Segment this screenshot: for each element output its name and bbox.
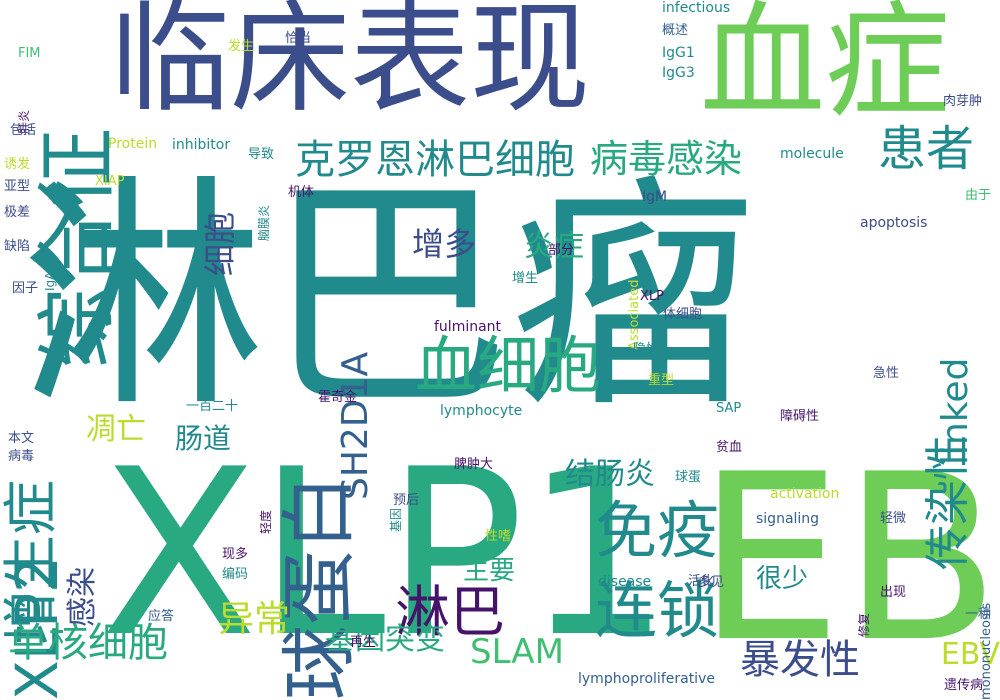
cloud-word: 单核细胞 [8,620,168,666]
cloud-word: 脑膜炎 [257,204,271,241]
cloud-word: 连锁 [595,574,720,647]
cloud-word: 病毒 [8,449,35,464]
cloud-word: 轻微 [880,511,907,526]
cloud-word: apoptosis [860,215,928,231]
cloud-word: SLAM [470,632,564,672]
cloud-word: 出现 [880,585,907,600]
cloud-word: 凋亡 [86,412,146,447]
cloud-word: 亚型 [4,179,31,194]
cloud-word: 炎症 [524,229,584,264]
cloud-word: 缺陷 [4,239,31,254]
cloud-word: 感染 [65,567,100,627]
cloud-word: IgG3 [662,65,695,81]
cloud-word: 基因 [389,507,403,532]
cloud-word: 因子 [12,281,39,296]
cloud-word: infectious [662,0,731,16]
cloud-word: molecule [780,146,844,162]
cloud-word: 血症 [700,0,950,135]
cloud-word: 恰当 [285,31,312,46]
cloud-word: linked [935,357,976,465]
cloud-word: 现多 [222,547,249,562]
cloud-word: 患者 [878,121,975,177]
cloud-word: 机体 [288,185,315,200]
cloud-word: 脾肿大 [454,457,494,472]
cloud-word: 体细胞 [663,307,703,322]
cloud-word: 部分 [548,243,575,258]
cloud-word: 贫血 [716,440,743,455]
cloud-word: 增生 [512,271,539,286]
cloud-word: 概述 [662,23,689,38]
cloud-word: XLP1 [100,421,671,688]
cloud-word: 血细胞 [415,329,602,402]
cloud-word: 本文 [8,431,35,446]
cloud-word: 重型 [648,373,675,388]
cloud-word: 结肠炎 [565,457,655,492]
cloud-word: XLP [640,289,664,304]
cloud-word: EB [696,426,1000,693]
cloud-word: 轻度 [259,509,273,534]
cloud-word: 修复 [857,612,871,637]
cloud-word: disease [598,574,652,590]
cloud-word: inhibitor [172,137,231,153]
cloud-word: 一百二十 [186,399,239,414]
cloud-word: 障碍性 [780,409,820,424]
cloud-word: lymphocyte [440,403,523,419]
cloud-word: lymphoproliferative [578,671,715,687]
cloud-word: FIM [18,46,41,61]
cloud-word: 霍奇金 [318,390,358,405]
cloud-word: 临床表现 [110,0,590,129]
cloud-word: SAP [716,401,742,416]
cloud-word: 性嗜 [485,529,512,544]
cloud-word: 淋巴 [395,580,506,644]
cloud-word: 球蛋 [675,470,702,485]
cloud-word: 病毒感染 [590,137,743,181]
cloud-word: XIAP [95,174,125,189]
cloud-word: 一种 [965,607,992,622]
cloud-word: Protein [108,136,158,152]
cloud-word: 很少 [756,564,809,594]
cloud-word: signaling [756,511,820,527]
cloud-word: 极差 [4,205,31,220]
cloud-word: 免疫 [595,494,720,567]
cloud-word: 主要 [463,556,516,586]
cloud-word: SH2D1A [335,351,376,500]
cloud-word: 诱发 [4,157,31,172]
cloud-word: 细胞 [201,211,239,276]
cloud-word: IgG1 [662,45,695,61]
cloud-word: activation [770,486,840,502]
cloud-word: 由于 [965,188,992,203]
cloud-word: 预后 [393,493,420,508]
cloud-word: 导致 [248,147,275,162]
cloud-word: 多见 [698,575,725,590]
cloud-word: 活化 [688,574,715,589]
cloud-word: 球蛋白 [275,474,363,700]
cloud-word: 再生 [350,635,377,650]
cloud-word: 克罗恩淋巴细胞 [295,137,575,183]
cloud-word: 淋巴瘤 [20,155,755,440]
cloud-word: 编码 [222,567,249,582]
cloud-word: 包括 [10,123,37,138]
cloud-word: EBV [940,637,1000,672]
cloud-word: 增多 [412,225,477,263]
cloud-word: IgM [642,189,668,205]
cloud-word: 应答 [148,609,175,624]
cloud-word: 隐性 [633,342,660,357]
cloud-word: 急性 [873,366,900,381]
cloud-word: 基因突变 [325,622,445,657]
cloud-word: 异常 [218,599,291,640]
cloud-word: 遗传病 [944,678,984,693]
cloud-word: 综合征 [31,128,124,368]
cloud-word: fulminant [434,319,502,335]
cloud-word: 发生 [228,39,255,54]
cloud-word: 暴发性 [740,637,860,683]
cloud-word: 肉芽肿 [943,94,983,109]
cloud-word: IgA [43,271,57,291]
cloud-word: 肠道 [175,422,232,455]
